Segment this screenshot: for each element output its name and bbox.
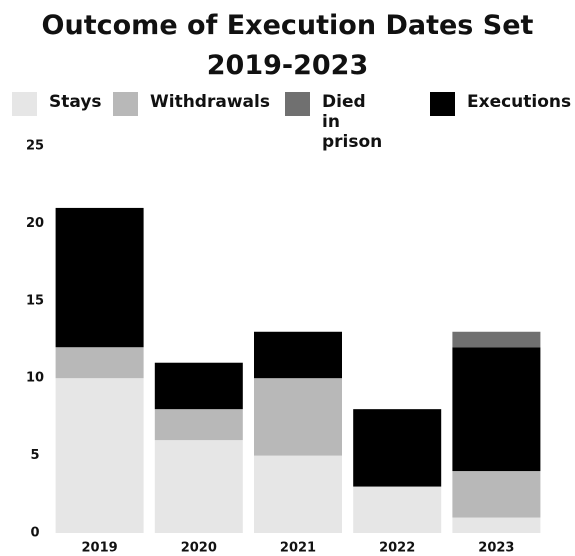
x-tick-label: 2021 bbox=[280, 541, 316, 556]
bar-segment bbox=[254, 378, 342, 456]
bar-segment bbox=[154, 362, 243, 410]
y-tick-label: 25 bbox=[26, 139, 44, 154]
bar-segment bbox=[452, 347, 541, 472]
legend-swatch bbox=[285, 92, 310, 116]
legend-item: Died in prison bbox=[285, 92, 385, 152]
legend-item: Executions bbox=[430, 92, 571, 116]
y-tick-label: 20 bbox=[26, 216, 44, 231]
chart-title: Outcome of Execution Dates Set 2019-2023 bbox=[41, 10, 534, 81]
bar-segment bbox=[254, 331, 342, 379]
x-tick-label: 2022 bbox=[379, 541, 415, 556]
y-tick-label: 10 bbox=[26, 371, 44, 386]
bar-segment bbox=[55, 378, 144, 533]
legend-item: Withdrawals bbox=[113, 92, 273, 116]
y-tick-label: 0 bbox=[30, 526, 39, 541]
x-tick-label: 2019 bbox=[82, 541, 118, 556]
legend-label: Executions bbox=[467, 92, 572, 112]
legend-swatch bbox=[12, 92, 37, 116]
legend-label: Stays bbox=[49, 92, 102, 112]
x-tick-label: 2020 bbox=[181, 541, 217, 556]
x-tick-label: 2023 bbox=[478, 541, 514, 556]
bar-segment bbox=[55, 207, 144, 348]
bar-segment bbox=[452, 331, 541, 348]
bar-segment bbox=[55, 347, 144, 379]
bar-segment bbox=[452, 471, 541, 518]
bar-segment bbox=[452, 517, 541, 533]
y-tick-label: 15 bbox=[26, 293, 44, 308]
legend-item: Stays bbox=[12, 92, 102, 116]
bar-segment bbox=[254, 455, 342, 533]
bar-segment bbox=[154, 440, 243, 533]
bar-segment bbox=[154, 409, 243, 441]
y-tick-label: 5 bbox=[30, 448, 39, 463]
legend-label: Withdrawals bbox=[150, 92, 270, 112]
bar-segment bbox=[353, 409, 442, 487]
legend-swatch bbox=[430, 92, 455, 116]
legend-label: Died in prison bbox=[322, 92, 383, 152]
bar-segment bbox=[353, 486, 442, 533]
legend-swatch bbox=[113, 92, 138, 116]
